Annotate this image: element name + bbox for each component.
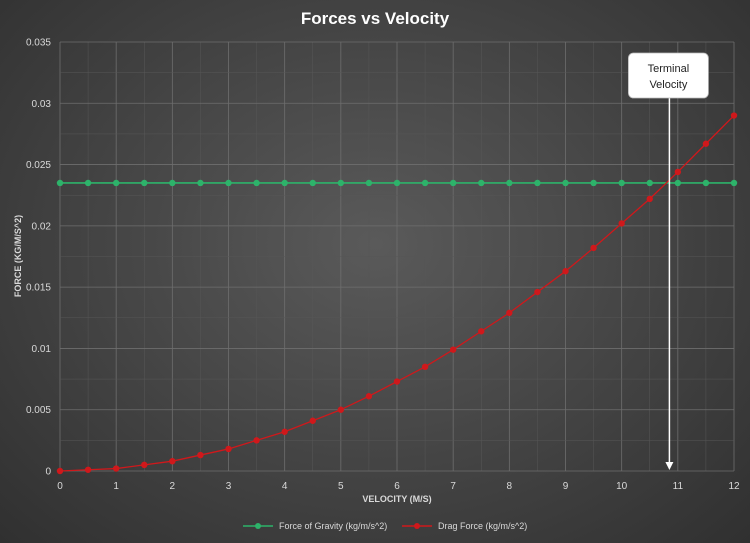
data-point [365,179,373,187]
y-axis-label: FORCE (KG/M/S^2) [13,215,23,297]
data-point [478,179,485,187]
data-point [112,179,120,187]
data-point [562,268,569,275]
callout-line-2: Velocity [649,79,687,91]
data-point [225,179,232,187]
y-tick-label: 0.005 [26,405,51,416]
legend-marker-gravity [255,523,261,529]
legend-item-drag: Drag Force (kg/m/s^2) [402,521,527,531]
data-point [169,457,176,465]
data-point [281,179,288,187]
terminal-velocity-annotation: Terminal Velocity [628,52,709,470]
series-gravity [56,179,738,187]
data-point [506,309,513,317]
x-tick-label: 2 [170,481,176,492]
x-tick-label: 5 [338,481,344,492]
data-point [702,179,710,187]
callout-line-1: Terminal [648,63,690,75]
data-point [309,179,316,187]
chart-title: Forces vs Velocity [301,9,450,28]
data-point [421,179,429,187]
data-point [112,465,120,472]
data-point [449,179,457,187]
series-drag [56,112,738,475]
legend: Force of Gravity (kg/m/s^2) Drag Force (… [243,521,527,531]
x-tick-label: 8 [507,481,513,492]
y-axis-ticks: 0 0.005 0.01 0.015 0.02 0.025 0.03 0.035 [26,38,51,478]
legend-marker-drag [414,523,420,529]
legend-label-drag: Drag Force (kg/m/s^2) [438,521,527,531]
data-point [56,179,64,187]
data-point [449,346,457,353]
data-point [590,179,597,187]
legend-item-gravity: Force of Gravity (kg/m/s^2) [243,521,387,531]
data-point [225,445,232,453]
x-tick-label: 12 [728,481,740,492]
y-tick-label: 0.02 [32,221,52,232]
data-point [562,179,569,187]
data-point [478,328,485,335]
data-point [674,168,682,176]
data-point [309,417,316,424]
data-point [197,451,204,459]
x-tick-label: 7 [450,481,456,492]
data-point [421,363,429,371]
data-point [337,406,345,413]
data-point [506,179,513,187]
data-point [281,428,288,435]
x-tick-label: 3 [226,481,232,492]
data-point [646,179,653,187]
data-point [730,112,738,119]
data-point [169,179,176,187]
data-point [197,179,204,187]
data-point [393,179,401,187]
data-point [618,179,625,187]
data-point [702,140,710,147]
data-point [253,179,260,187]
data-point [141,461,148,469]
y-tick-label: 0.01 [32,344,52,355]
x-tick-label: 9 [563,481,569,492]
data-point [56,467,64,475]
data-point [618,220,625,227]
x-tick-label: 0 [57,481,63,492]
data-point [646,195,653,203]
data-point [534,179,541,187]
x-tick-label: 1 [113,481,119,492]
x-tick-label: 10 [616,481,628,492]
y-tick-label: 0 [45,467,51,478]
data-point [141,179,148,187]
y-tick-label: 0.035 [26,38,51,49]
data-point [590,244,597,252]
data-point [84,179,92,187]
terminal-velocity-arrowhead [665,462,674,470]
terminal-velocity-callout [628,52,709,99]
grid-lines [59,41,735,472]
x-tick-label: 11 [673,481,684,492]
legend-label-gravity: Force of Gravity (kg/m/s^2) [279,521,387,531]
x-tick-label: 4 [282,481,288,492]
x-axis-ticks: 0 1 2 3 4 5 6 7 8 9 10 11 12 [57,481,740,492]
data-point [534,288,541,296]
x-tick-label: 6 [394,481,400,492]
y-tick-label: 0.015 [26,283,51,294]
series-layer [56,112,738,475]
y-tick-label: 0.025 [26,160,51,171]
data-point [84,466,92,473]
y-tick-label: 0.03 [32,99,52,110]
data-point [253,437,260,444]
data-point [674,179,682,187]
data-point [730,179,738,187]
data-point [393,378,401,385]
data-point [365,393,373,400]
x-axis-label: VELOCITY (M/S) [362,494,431,504]
data-point [337,179,345,187]
